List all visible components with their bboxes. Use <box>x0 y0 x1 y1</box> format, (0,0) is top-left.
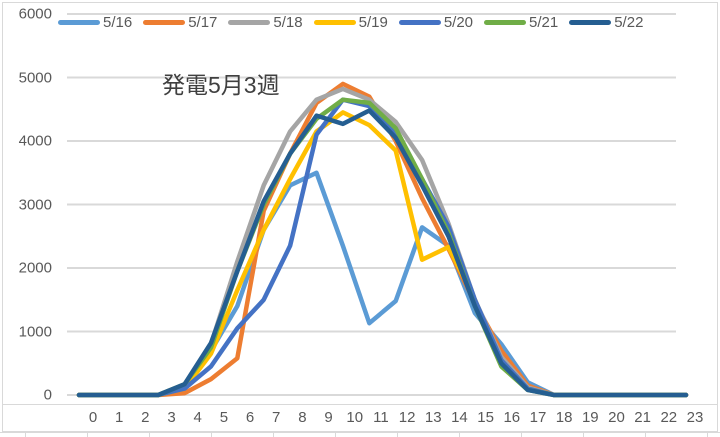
x-tick-label: 4 <box>193 409 202 426</box>
series-line-5-16[interactable] <box>76 170 689 398</box>
legend-item[interactable]: 5/19 <box>313 14 388 31</box>
legend-label: 5/17 <box>188 14 218 31</box>
y-tick-label: 5000 <box>18 69 52 86</box>
x-tick-label: 17 <box>529 409 547 426</box>
legend[interactable]: 5/16 5/17 5/18 5/19 5/20 5/21 5/22 <box>58 14 654 31</box>
x-tick-label: 12 <box>398 409 416 426</box>
legend-swatch-icon <box>143 20 186 25</box>
x-axis-frame <box>2 405 718 432</box>
series-lines <box>76 81 689 398</box>
legend-label: 5/22 <box>614 14 644 31</box>
y-tick-label: 1000 <box>18 323 52 340</box>
x-tick-label: 14 <box>451 409 468 426</box>
x-axis-row: 0 1 2 3 4 5 6 7 8 9 10 11 12 13 14 15 16 17 18 19 20 21 22 23 <box>0 405 720 432</box>
cell-separator <box>459 433 460 437</box>
x-tick-label: 13 <box>424 409 442 426</box>
legend-label: 5/21 <box>529 14 559 31</box>
legend-item[interactable]: 5/21 <box>484 14 558 31</box>
gridlines <box>67 13 676 396</box>
legend-swatch-icon <box>398 20 441 25</box>
x-tick-label: 0 <box>88 409 98 426</box>
cell-separator <box>707 433 708 437</box>
cell-separator <box>645 433 646 437</box>
x-tick-label: 21 <box>634 409 651 426</box>
cell-separator <box>149 433 150 437</box>
x-tick-label: 22 <box>660 409 678 426</box>
chart-title[interactable]: 発電5月3週 <box>162 72 280 98</box>
cell-separator <box>87 433 88 437</box>
series-line-5-22[interactable] <box>76 108 689 398</box>
x-tick-label: 16 <box>503 409 521 426</box>
x-tick-label: 5 <box>219 409 229 426</box>
x-tick-label: 19 <box>581 409 599 426</box>
sheet-row-border <box>0 432 720 433</box>
legend-label: 5/18 <box>273 14 303 31</box>
x-tick-label: 7 <box>272 409 281 426</box>
series-line-5-20[interactable] <box>76 97 689 398</box>
legend-swatch-icon <box>569 20 612 25</box>
y-tick-label: 6000 <box>18 5 52 23</box>
series-line-5-17[interactable] <box>76 81 689 398</box>
y-tick-label: 4000 <box>18 132 52 150</box>
x-tick-label: 3 <box>167 409 176 426</box>
legend-label: 5/16 <box>103 14 133 31</box>
legend-swatch-icon <box>313 20 356 25</box>
legend-item[interactable]: 5/22 <box>569 14 643 31</box>
cell-separator <box>583 433 584 437</box>
y-tick-label: 2000 <box>18 259 52 277</box>
legend-swatch-icon <box>58 20 100 25</box>
legend-item[interactable]: 5/17 <box>143 14 217 31</box>
cell-separator <box>335 433 336 437</box>
legend-swatch-icon <box>228 20 271 25</box>
x-tick-label: 10 <box>346 409 364 426</box>
cell-separator <box>25 433 26 437</box>
x-tick-label: 9 <box>324 409 333 426</box>
cell-separator <box>397 433 398 437</box>
x-tick-label: 8 <box>298 409 307 426</box>
cell-separator <box>211 433 212 437</box>
x-tick-label: 20 <box>608 409 625 426</box>
y-tick-label: 3000 <box>18 196 52 213</box>
cell-separator <box>273 433 274 437</box>
x-tick-label: 6 <box>245 409 255 426</box>
x-tick-label: 1 <box>115 409 124 426</box>
cell-separator <box>521 433 522 437</box>
y-tick-label: 0 <box>43 386 52 404</box>
x-tick-label: 11 <box>373 409 389 426</box>
x-tick-label: 2 <box>141 409 150 426</box>
legend-item[interactable]: 5/18 <box>228 14 303 31</box>
legend-item[interactable]: 5/20 <box>398 14 474 31</box>
x-tick-label: 23 <box>686 409 704 426</box>
series-line-5-19[interactable] <box>76 110 689 398</box>
series-line-5-21[interactable] <box>76 97 689 398</box>
x-tick-label: 18 <box>555 409 573 426</box>
legend-label: 5/19 <box>358 14 388 31</box>
legend-swatch-icon <box>484 20 527 25</box>
legend-item[interactable]: 5/16 <box>58 14 132 31</box>
legend-label: 5/20 <box>443 14 474 31</box>
x-tick-label: 15 <box>477 409 494 426</box>
